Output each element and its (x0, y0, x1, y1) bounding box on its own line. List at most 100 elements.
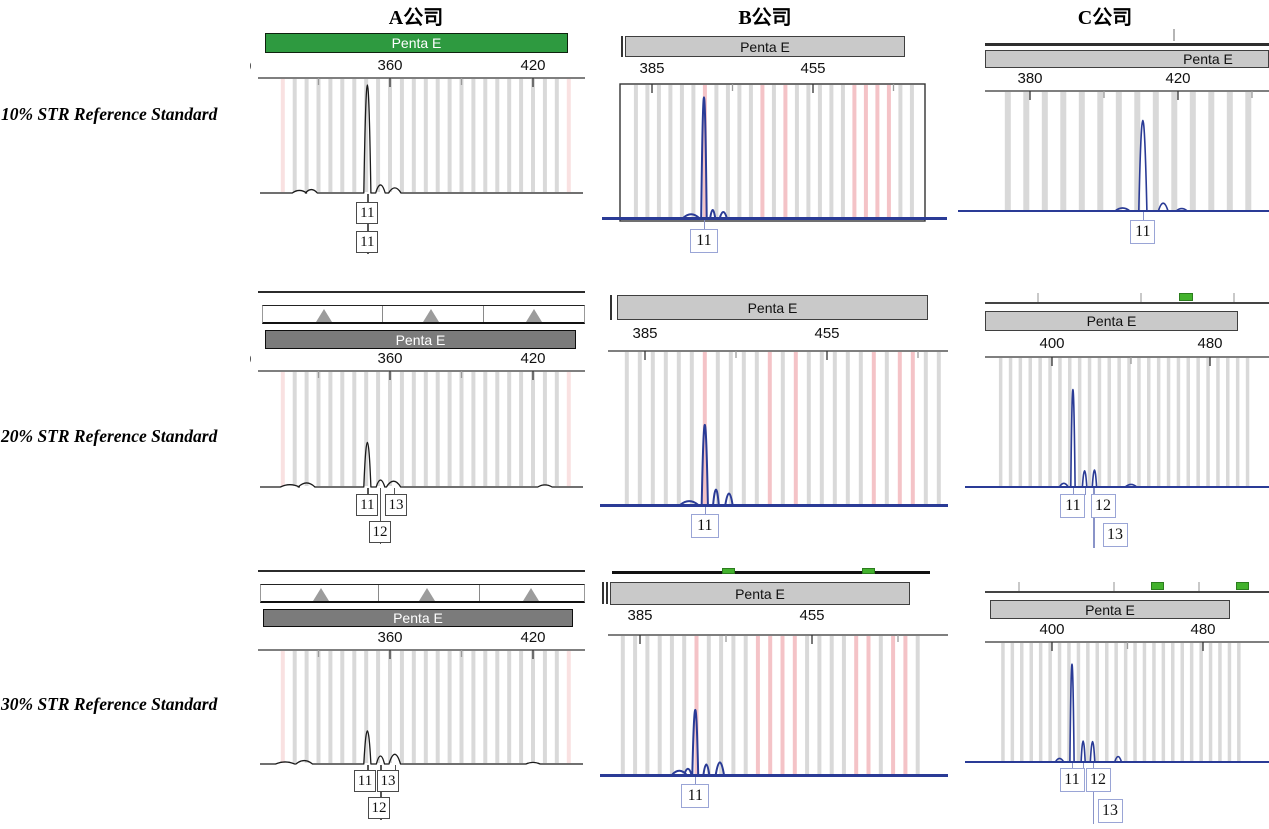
trace-line (602, 424, 946, 506)
axis-tick-label: 385 (639, 60, 665, 77)
ruler-tick (610, 295, 612, 320)
locus-label: Penta E (735, 585, 785, 602)
bin-stripes (280, 79, 571, 192)
locus-bar-B-10: Penta E (625, 36, 905, 57)
locus-label: Penta E (740, 38, 790, 55)
ruler-tick (621, 36, 623, 57)
allele-box-11: 11 (681, 784, 710, 808)
allele-leader-line (1083, 763, 1085, 769)
clipped-tick-label: 0 (250, 58, 256, 75)
triangle-marker-icon (419, 588, 435, 601)
locus-label: Penta E (393, 610, 443, 626)
allele-leader-line (379, 488, 382, 544)
allele-leader-line (394, 765, 396, 771)
electropherogram-A-10 (258, 77, 585, 194)
row-label-20pct: 20% STR Reference Standard (1, 426, 218, 446)
ruler-tick (606, 582, 608, 604)
triangle-marker-icon (316, 309, 332, 322)
strip-divider (483, 306, 484, 322)
axis-tick-label: 420 (520, 629, 546, 646)
allele-leader-line (1072, 488, 1075, 495)
allele-leader-line (1084, 488, 1086, 495)
locus-bar-C-20: Penta E (985, 311, 1238, 331)
allele-leader-line (1093, 488, 1095, 548)
axis-tick-label: 420 (1165, 70, 1191, 87)
green-marker-square (862, 568, 875, 574)
column-title-b: B公司 (738, 7, 792, 29)
allele-leader-line (1072, 763, 1074, 769)
trace-line (967, 663, 1267, 763)
bin-stripes (624, 352, 941, 504)
axis-tick-label: 385 (627, 607, 653, 624)
allele-box-11: 11 (690, 514, 719, 538)
allele-leader-line (704, 506, 706, 515)
axis-tick-label: 385 (632, 325, 658, 342)
allele-box-13: 13 (1102, 523, 1128, 547)
locus-label: Penta E (747, 299, 798, 316)
size-marker-strip (262, 305, 585, 324)
axis-tick-label: 360 (377, 629, 403, 646)
axis-tick-label: 400 (1039, 335, 1065, 352)
allele-box-12: 12 (368, 521, 391, 543)
allele-leader-line (393, 488, 395, 495)
allele-leader-line (380, 765, 382, 820)
green-marker-square (1151, 582, 1164, 590)
allele-leader-line (695, 776, 697, 785)
trace-line (602, 708, 946, 776)
triangle-marker-icon (313, 588, 329, 601)
ruler-tick (1018, 582, 1020, 591)
axis-tick-label: 455 (800, 60, 826, 77)
locus-bar-B-30: Penta E (610, 582, 910, 605)
bin-stripes (280, 372, 571, 486)
triangle-marker-icon (526, 309, 542, 322)
row-label-10pct: 10% STR Reference Standard (1, 104, 218, 124)
axis-tick-label: 420 (520, 57, 546, 74)
allele-box-11: 11 (354, 770, 376, 792)
allele-box-11: 11 (356, 494, 379, 516)
bin-stripes (633, 85, 914, 217)
ruler-line (258, 291, 585, 293)
allele-box-13: 13 (377, 770, 399, 792)
ruler-line (612, 571, 930, 574)
trace-line (967, 389, 1267, 488)
allele-box-11: 11 (1060, 494, 1086, 518)
size-marker-strip (260, 584, 585, 603)
allele-leader-line (1142, 212, 1145, 221)
baseline (965, 761, 1269, 763)
locus-label: Penta E (1086, 313, 1137, 329)
allele-leader-line (367, 194, 369, 254)
bin-stripes (1004, 92, 1252, 210)
allele-box-12: 12 (368, 797, 390, 819)
ruler-tick (1198, 582, 1200, 591)
ruler-tick (1140, 293, 1142, 302)
triangle-marker-icon (523, 588, 539, 601)
locus-bar-A-30: Penta E (263, 609, 573, 627)
allele-box-13: 13 (385, 494, 407, 516)
axis-tick-label: 400 (1039, 621, 1065, 638)
green-marker-square (1236, 582, 1249, 590)
clipped-tick-label: 0 (250, 351, 256, 368)
axis-tick-label: 480 (1190, 621, 1216, 638)
baseline (600, 773, 948, 777)
locus-label: Penta E (391, 35, 442, 51)
trace-line (260, 84, 583, 194)
allele-box-11: 11 (689, 229, 718, 253)
ruler-tick (1173, 29, 1175, 41)
allele-leader-line (703, 219, 706, 230)
baseline (600, 503, 948, 507)
electropherogram-C-20 (967, 356, 1269, 488)
column-title-a: A公司 (388, 7, 444, 29)
locus-label: Penta E (1183, 51, 1233, 67)
allele-box-12: 12 (1085, 768, 1111, 792)
ruler-line (985, 302, 1269, 304)
locus-label: Penta E (395, 331, 446, 348)
allele-leader-line (367, 488, 369, 495)
axis-tick-label: 380 (1017, 70, 1043, 87)
ruler-line (985, 591, 1269, 593)
plot-border (619, 83, 926, 222)
strip-divider (378, 585, 379, 601)
row-label-30pct: 30% STR Reference Standard (1, 694, 218, 714)
ruler-line (985, 43, 1269, 46)
bin-stripes (280, 651, 571, 763)
